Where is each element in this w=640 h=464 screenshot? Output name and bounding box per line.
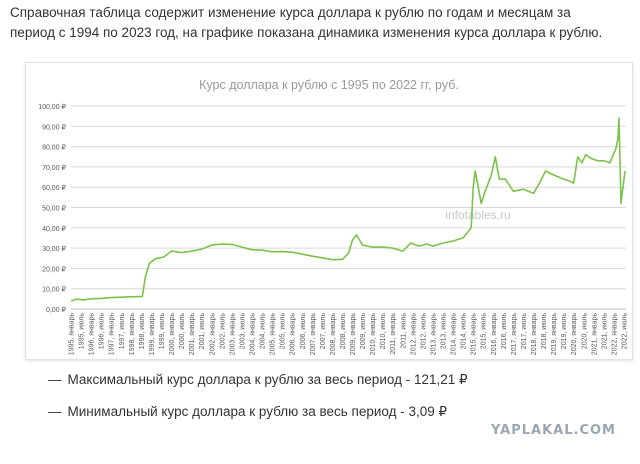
max-rate-text: Максимальный курс доллара к рублю за вес… [67, 372, 468, 387]
y-tick-label: 50,00 ₽ [42, 205, 66, 213]
x-tick-label: 2009, июль [360, 313, 367, 350]
x-tick-label: 2019, январь [551, 313, 558, 356]
line-chart: Курс доллара к рублю с 1995 по 2022 гг, … [38, 78, 629, 356]
x-tick-label: 2000, январь [169, 313, 176, 356]
min-rate-text: Минимальный курс доллара к рублю за весь… [67, 404, 448, 419]
x-tick-label: 1998, июль [139, 313, 146, 350]
x-tick-label: 2020, июль [581, 313, 588, 350]
x-tick-label: 2000, июль [179, 313, 186, 350]
intro-paragraph: Справочная таблица содержит изменение ку… [10, 5, 603, 40]
x-tick-label: 2002, январь [209, 313, 216, 356]
x-tick-label: 1995, январь [69, 313, 76, 356]
x-tick-label: 1996, июль [99, 313, 106, 350]
y-tick-label: 30,00 ₽ [42, 245, 66, 253]
x-tick-label: 2013, январь [430, 313, 437, 356]
y-axis-tick-labels: 0,00 ₽ 10,00 ₽ 20,00 ₽ 30,00 ₽ 40,00 ₽ 50,00 … [38, 103, 66, 314]
x-tick-label: 1996, январь [89, 313, 96, 356]
y-tick-label: 60,00 ₽ [42, 184, 66, 192]
x-tick-label: 2003, июль [239, 313, 246, 350]
x-tick-label: 2005, январь [270, 313, 277, 356]
x-tick-label: 2011, январь [390, 313, 397, 355]
x-tick-label: 2003, январь [229, 313, 236, 356]
y-tick-label: 40,00 ₽ [42, 225, 66, 233]
x-tick-label: 2018, январь [531, 313, 538, 356]
x-tick-label: 2010, июль [380, 313, 387, 350]
y-tick-label: 90,00 ₽ [42, 123, 66, 131]
x-tick-label: 2009, январь [350, 313, 357, 356]
x-tick-label: 1999, июль [159, 313, 166, 350]
x-tick-label: 1999, январь [149, 313, 156, 356]
x-tick-label: 2014, июль [461, 313, 468, 350]
x-axis-tick-labels: 1995, январь 1995, июль 1996, январь 1996, … [69, 313, 629, 356]
x-tick-label: 1997, июль [119, 313, 126, 350]
x-tick-label: 2012, январь [410, 313, 417, 356]
y-tick-label: 100,00 ₽ [38, 103, 66, 111]
x-tick-label: 2018, июль [541, 313, 548, 350]
x-tick-label: 2006, июль [300, 313, 307, 350]
x-tick-label: 2012, июль [420, 313, 427, 350]
min-rate-note: — Минимальный курс доллара к рублю за вес… [48, 404, 447, 420]
y-tick-label: 80,00 ₽ [42, 144, 66, 152]
chart-card: Курс доллара к рублю с 1995 по 2022 гг, … [25, 62, 633, 360]
x-tick-label: 2002, июль [219, 313, 226, 350]
series-layer [70, 117, 626, 302]
x-tick-label: 2017, июль [521, 313, 528, 350]
x-tick-label: 2020, январь [571, 313, 578, 356]
x-tick-label: 2015, январь [471, 313, 478, 356]
x-tick-label: 2007, июль [320, 313, 327, 350]
x-tick-label: 2021, июль [601, 313, 608, 350]
x-tick-label: 2021, январь [591, 313, 598, 356]
x-tick-label: 1997, январь [109, 313, 116, 356]
x-tick-label: 2015, июль [481, 313, 488, 350]
x-tick-label: 2001, июль [199, 313, 206, 350]
x-tick-label: 2004, январь [249, 313, 256, 356]
chart-watermark: infotables.ru [445, 208, 510, 222]
x-tick-label: 2007, январь [310, 313, 317, 356]
dash-glyph: — [48, 372, 62, 387]
x-tick-label: 2001, январь [189, 313, 196, 356]
site-watermark: YAPLAKAL.COM [491, 423, 616, 438]
x-tick-label: 2016, январь [491, 313, 498, 356]
y-tick-label: 70,00 ₽ [42, 164, 66, 172]
x-tick-label: 1998, январь [129, 313, 136, 356]
chart-title: Курс доллара к рублю с 1995 по 2022 гг, … [199, 78, 459, 92]
y-tick-label: 0,00 ₽ [46, 306, 67, 314]
x-tick-label: 2013, июль [441, 313, 448, 350]
x-tick-label: 2008, январь [330, 313, 337, 356]
x-tick-label: 2011, июль [400, 313, 407, 349]
x-tick-label: 2016, июль [501, 313, 508, 350]
x-tick-label: 2006, январь [290, 313, 297, 356]
y-tick-label: 10,00 ₽ [42, 286, 66, 294]
max-rate-note: — Максимальный курс доллара к рублю за ве… [48, 372, 468, 388]
dash-glyph: — [48, 404, 62, 419]
x-tick-label: 2014, январь [451, 313, 458, 356]
series-line [70, 117, 626, 302]
x-tick-label: 2022, январь [611, 313, 618, 356]
grid-lines [71, 105, 626, 310]
x-tick-label: 2017, январь [511, 313, 518, 356]
x-tick-label: 2010, январь [370, 313, 377, 356]
y-tick-label: 20,00 ₽ [42, 265, 66, 273]
x-tick-label: 2022, июль [621, 313, 628, 350]
x-tick-label: 2008, июль [340, 313, 347, 350]
x-tick-label: 2004, июль [260, 313, 267, 350]
x-tick-label: 2005, июль [280, 313, 287, 350]
x-tick-label: 1995, июль [79, 313, 86, 350]
x-tick-label: 2019, июль [561, 313, 568, 350]
